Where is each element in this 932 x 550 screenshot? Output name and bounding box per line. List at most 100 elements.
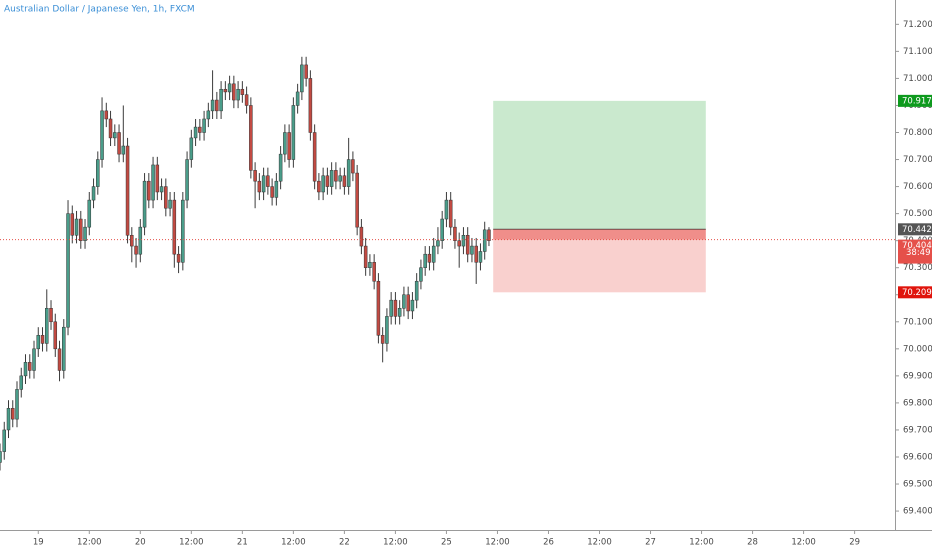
candle-body — [410, 299, 415, 312]
candle-body — [457, 240, 461, 247]
candle-body — [185, 159, 189, 201]
candle-body — [478, 251, 483, 263]
candle-body — [274, 180, 279, 198]
open-pnl — [493, 229, 706, 240]
y-tick-label: 70.700 — [903, 155, 932, 165]
candle-body — [74, 218, 79, 236]
candle-body — [351, 159, 355, 174]
x-tick-label: 12:00 — [485, 538, 510, 548]
candle-body — [223, 88, 228, 93]
candle-body — [419, 267, 423, 282]
candle-body — [278, 153, 283, 182]
x-tick-label: 25 — [441, 538, 452, 548]
candle-body — [210, 99, 215, 112]
price-label: 70.209 — [902, 288, 932, 298]
candle-body — [138, 226, 143, 255]
candle-body — [168, 199, 172, 209]
candle-body — [113, 132, 117, 139]
candle-body — [487, 229, 491, 241]
candle-body — [164, 186, 168, 209]
candle-body — [329, 170, 334, 187]
candle-body — [108, 118, 113, 139]
candle-body — [117, 132, 121, 155]
candle-body — [36, 335, 41, 350]
y-tick-label: 70.000 — [903, 344, 932, 354]
candle-body — [100, 110, 104, 160]
candle-body — [0, 451, 2, 463]
y-tick-label: 71.200 — [903, 20, 932, 30]
x-tick-label: 12:00 — [281, 538, 306, 548]
candle-body — [11, 408, 15, 420]
chart-title: Australian Dollar / Japanese Yen, 1h, FX… — [4, 5, 195, 15]
candle-body — [232, 83, 236, 101]
candle-body — [283, 132, 287, 155]
candle-body — [57, 348, 62, 371]
candle-body — [125, 145, 130, 236]
candle-body — [130, 235, 134, 247]
candle-body — [376, 280, 381, 336]
candle-body — [91, 186, 96, 201]
y-tick-label: 71.000 — [903, 74, 932, 84]
candle-body — [465, 235, 470, 255]
candle-body — [83, 226, 87, 241]
x-tick-label: 12:00 — [77, 538, 102, 548]
candle-body — [28, 362, 32, 371]
candle-body — [104, 110, 109, 120]
candle-body — [431, 245, 436, 263]
candle-body — [436, 240, 440, 247]
price-label-bg — [898, 94, 932, 107]
y-tick-label: 69.900 — [903, 371, 932, 381]
candle-body — [87, 199, 92, 228]
candle-body — [193, 126, 198, 139]
x-tick-label: 22 — [339, 538, 350, 548]
candle-body — [2, 429, 7, 452]
candle-body — [427, 253, 432, 263]
candle-body — [96, 159, 100, 187]
y-tick-label: 70.100 — [903, 317, 932, 327]
candle-body — [389, 299, 393, 317]
y-tick-label: 70.300 — [903, 263, 932, 273]
candle-body — [423, 253, 427, 268]
y-tick-label: 69.600 — [903, 452, 932, 462]
price-label: 70.404 — [902, 241, 932, 251]
candle-body — [159, 186, 164, 193]
candle-body — [19, 375, 24, 390]
candle-body — [236, 88, 240, 101]
candle-body — [385, 316, 389, 344]
candle-body — [308, 78, 313, 133]
candle-body — [444, 199, 449, 220]
price-label-bg — [898, 239, 932, 264]
candle-body — [453, 226, 457, 241]
candle-body — [325, 175, 330, 187]
profit-zone — [493, 100, 706, 230]
candle-body — [295, 91, 300, 106]
candle-body — [372, 262, 376, 282]
candle-body — [79, 218, 83, 241]
x-tick-label: 29 — [849, 538, 860, 548]
x-tick-label: 12:00 — [179, 538, 204, 548]
y-tick-label: 69.400 — [903, 507, 932, 517]
candle-body — [380, 335, 385, 344]
candle-body — [291, 105, 296, 160]
price-label: 70.442 — [902, 225, 932, 235]
candle-body — [172, 199, 177, 255]
candle-body — [287, 132, 291, 160]
candle-body — [338, 175, 342, 182]
candle-body — [334, 170, 338, 182]
candle-body — [215, 99, 219, 112]
candle-body — [176, 253, 181, 263]
candle-body — [66, 213, 70, 328]
x-tick-label: 19 — [33, 538, 44, 548]
candle-body — [346, 159, 351, 187]
candle-body — [363, 245, 368, 268]
countdown: 38:49 — [906, 248, 931, 258]
candle-body — [219, 88, 223, 112]
x-tick-label: 28 — [747, 538, 758, 548]
candle-body — [15, 389, 19, 420]
candle-body — [70, 213, 75, 236]
candle-body — [202, 118, 206, 133]
candle-body — [461, 235, 466, 247]
x-tick-label: 26 — [543, 538, 554, 548]
